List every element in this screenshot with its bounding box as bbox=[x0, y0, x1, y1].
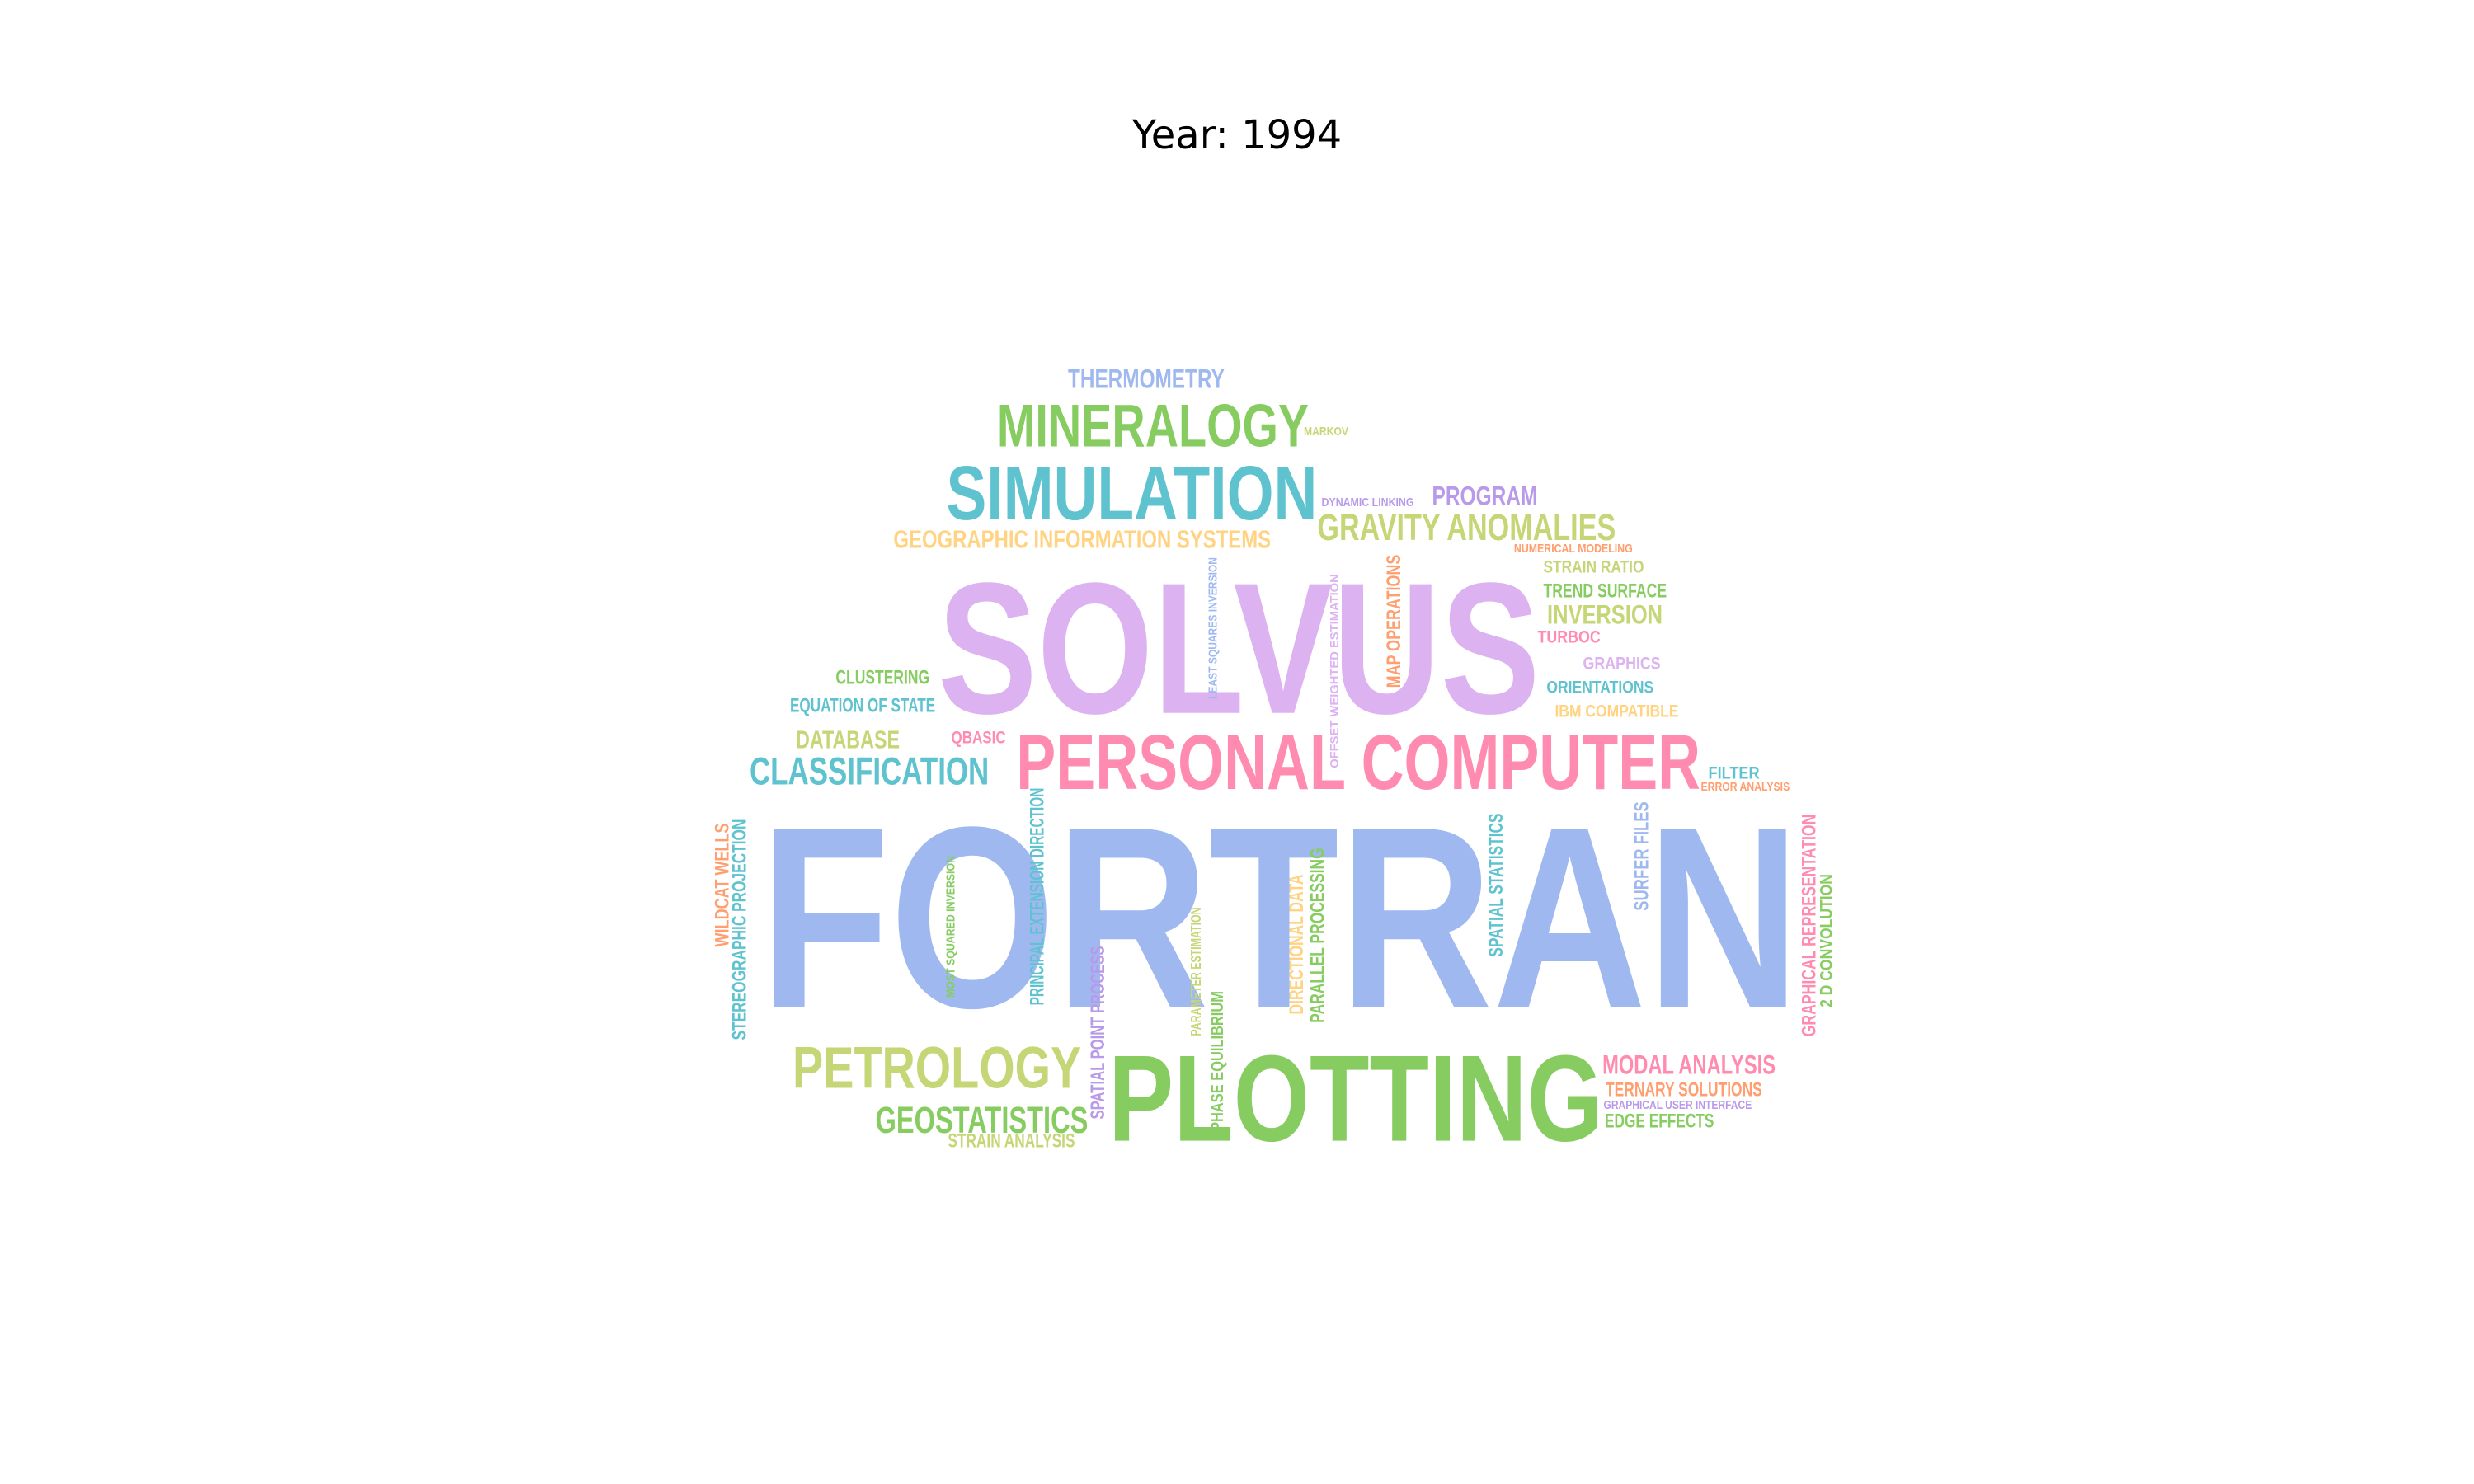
word-surfer-files: SURFER FILES bbox=[1630, 801, 1653, 911]
word-qbasic: QBASIC bbox=[951, 726, 1006, 748]
word-parallel-processing: PARALLEL PROCESSING bbox=[1306, 847, 1329, 1023]
word-geostatistics: GEOSTATISTICS bbox=[875, 1098, 1088, 1141]
word-thermometry: THERMOMETRY bbox=[1067, 364, 1225, 394]
word-most-squared-inversion: MOST SQUARED INVERSION bbox=[943, 856, 957, 998]
word-equation-of-state: EQUATION OF STATE bbox=[789, 694, 936, 716]
word-least-squares-inversion: LEAST SQUARES INVERSION bbox=[1205, 557, 1220, 699]
word-fortran: FORTRAN bbox=[760, 773, 1801, 1062]
word-dynamic-linking: DYNAMIC LINKING bbox=[1321, 495, 1413, 510]
word-ternary-solutions: TERNARY SOLUTIONS bbox=[1606, 1078, 1762, 1101]
word-petrology: PETROLOGY bbox=[793, 1035, 1082, 1101]
chart-title: Year: 1994 bbox=[1131, 112, 1343, 158]
word-offset-weighted-estimation: OFFSET WEIGHTED ESTIMATION bbox=[1327, 574, 1342, 768]
word-directional-data: DIRECTIONAL DATA bbox=[1286, 873, 1308, 1015]
word-parameter-estimation: PARAMETER ESTIMATION bbox=[1188, 906, 1204, 1036]
word-solvus: SOLVUS bbox=[938, 542, 1540, 753]
word-markov: MARKOV bbox=[1304, 424, 1348, 439]
word-plotting: PLOTTING bbox=[1108, 1029, 1603, 1167]
word-program: PROGRAM bbox=[1432, 481, 1537, 511]
word-gravity-anomalies: GRAVITY ANOMALIES bbox=[1316, 505, 1616, 548]
word-strain-analysis: STRAIN ANALYSIS bbox=[947, 1129, 1075, 1152]
word-modal-analysis: MODAL ANALYSIS bbox=[1602, 1050, 1776, 1080]
word-geographic-information-systems: GEOGRAPHIC INFORMATION SYSTEMS bbox=[892, 525, 1271, 553]
word-spatial-point-process: SPATIAL POINT PROCESS bbox=[1087, 946, 1109, 1119]
word-clustering: CLUSTERING bbox=[835, 666, 929, 688]
word-ibm-compatible: IBM COMPATIBLE bbox=[1554, 700, 1678, 721]
word-simulation: SIMULATION bbox=[945, 450, 1317, 537]
word-turboc: TURBOC bbox=[1537, 626, 1601, 647]
word-edge-effects: EDGE EFFECTS bbox=[1605, 1110, 1714, 1132]
word-2d-convolution: 2 D CONVOLUTION bbox=[1815, 874, 1837, 1007]
word-strain-ratio: STRAIN RATIO bbox=[1542, 556, 1644, 577]
word-numerical-modeling: NUMERICAL MODELING bbox=[1513, 541, 1633, 556]
word-error-analysis: ERROR ANALYSIS bbox=[1700, 779, 1790, 794]
word-spatial-statistics: SPATIAL STATISTICS bbox=[1485, 812, 1507, 957]
word-filter: FILTER bbox=[1707, 762, 1760, 783]
word-inversion: INVERSION bbox=[1547, 600, 1663, 630]
word-graphics: GRAPHICS bbox=[1583, 652, 1661, 674]
word-phase-equilibrium: PHASE EQUILIBRIUM bbox=[1206, 991, 1227, 1131]
word-database: DATABASE bbox=[796, 726, 901, 754]
word-map-operations: MAP OPERATIONS bbox=[1383, 554, 1405, 688]
word-graphical-user-interface: GRAPHICAL USER INTERFACE bbox=[1602, 1097, 1752, 1112]
word-trend-surface: TREND SURFACE bbox=[1542, 580, 1667, 602]
word-orientations: ORIENTATIONS bbox=[1545, 676, 1653, 697]
word-principal-extension-direction: PRINCIPAL EXTENSION DIRECTION bbox=[1026, 787, 1048, 1005]
word-mineralogy: MINERALOGY bbox=[996, 392, 1310, 460]
word-personal-computer: PERSONAL COMPUTER bbox=[1016, 717, 1701, 806]
word-stereographic-projection: STEREOGRAPHIC PROJECTION bbox=[729, 819, 751, 1040]
word-classification: CLASSIFICATION bbox=[749, 749, 990, 794]
